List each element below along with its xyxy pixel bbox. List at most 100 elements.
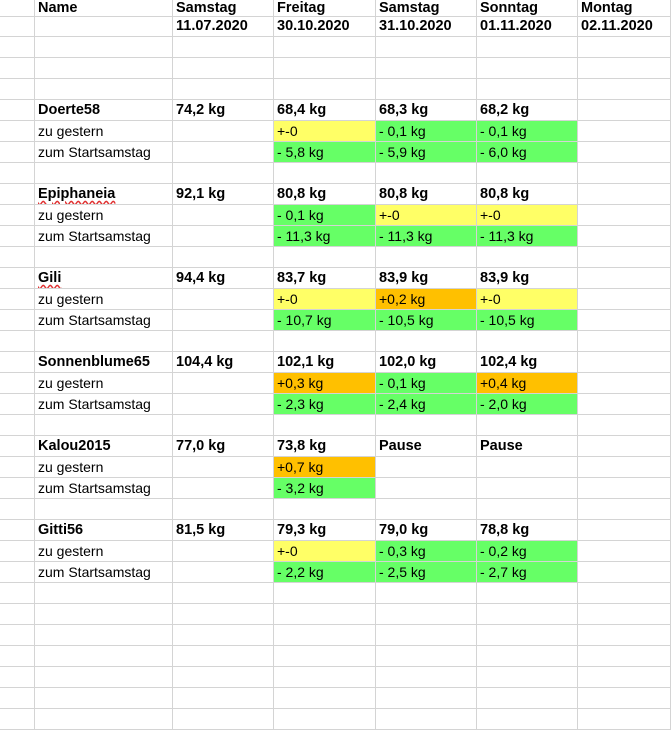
empty-cell[interactable] xyxy=(173,541,274,562)
empty-cell[interactable] xyxy=(376,499,477,520)
empty-cell[interactable] xyxy=(173,394,274,415)
row-gutter-cell[interactable] xyxy=(0,688,35,709)
empty-cell[interactable] xyxy=(173,289,274,310)
empty-cell[interactable] xyxy=(274,331,376,352)
empty-cell[interactable] xyxy=(477,79,578,100)
empty-cell[interactable] xyxy=(578,184,671,205)
empty-cell[interactable] xyxy=(35,625,173,646)
header-date[interactable]: 02.11.2020 xyxy=(578,17,671,37)
empty-cell[interactable] xyxy=(578,352,671,373)
weight-value[interactable]: 83,9 kg xyxy=(376,268,477,289)
empty-cell[interactable] xyxy=(274,688,376,709)
header-date[interactable]: 31.10.2020 xyxy=(376,17,477,37)
diff-yesterday[interactable]: - 0,1 kg xyxy=(477,121,578,142)
start-weight[interactable]: 92,1 kg xyxy=(173,184,274,205)
weight-value[interactable]: 80,8 kg xyxy=(274,184,376,205)
empty-cell[interactable] xyxy=(274,604,376,625)
row-gutter-cell[interactable] xyxy=(0,562,35,583)
empty-cell[interactable] xyxy=(35,247,173,268)
diff-start[interactable]: - 10,5 kg xyxy=(376,310,477,331)
empty-cell[interactable] xyxy=(173,58,274,79)
label-zu-gestern[interactable]: zu gestern xyxy=(35,289,173,310)
row-gutter-cell[interactable] xyxy=(0,499,35,520)
empty-cell[interactable] xyxy=(376,625,477,646)
diff-start[interactable]: - 2,5 kg xyxy=(376,562,477,583)
empty-cell[interactable] xyxy=(578,583,671,604)
diff-yesterday[interactable]: - 0,1 kg xyxy=(274,205,376,226)
empty-cell[interactable] xyxy=(35,583,173,604)
diff-yesterday[interactable]: +0,2 kg xyxy=(376,289,477,310)
diff-start[interactable]: - 2,4 kg xyxy=(376,394,477,415)
empty-cell[interactable] xyxy=(274,79,376,100)
row-gutter-cell[interactable] xyxy=(0,583,35,604)
row-gutter-cell[interactable] xyxy=(0,625,35,646)
empty-cell[interactable] xyxy=(477,667,578,688)
empty-cell[interactable] xyxy=(578,541,671,562)
diff-yesterday[interactable]: - 0,3 kg xyxy=(376,541,477,562)
label-zu-gestern[interactable]: zu gestern xyxy=(35,121,173,142)
label-zum-startsamstag[interactable]: zum Startsamstag xyxy=(35,142,173,163)
empty-cell[interactable] xyxy=(578,373,671,394)
row-gutter-cell[interactable] xyxy=(0,0,35,17)
empty-cell[interactable] xyxy=(35,163,173,184)
diff-yesterday[interactable] xyxy=(376,457,477,478)
row-gutter-cell[interactable] xyxy=(0,373,35,394)
weight-value[interactable]: 68,2 kg xyxy=(477,100,578,121)
row-gutter-cell[interactable] xyxy=(0,667,35,688)
header-day[interactable]: Sonntag xyxy=(477,0,578,17)
row-gutter-cell[interactable] xyxy=(0,520,35,541)
empty-cell[interactable] xyxy=(477,709,578,730)
empty-cell[interactable] xyxy=(578,520,671,541)
empty-cell[interactable] xyxy=(274,646,376,667)
empty-cell[interactable] xyxy=(578,478,671,499)
person-name[interactable]: Gili xyxy=(35,268,173,289)
empty-cell[interactable] xyxy=(578,58,671,79)
header-date[interactable]: 01.11.2020 xyxy=(477,17,578,37)
label-zu-gestern[interactable]: zu gestern xyxy=(35,457,173,478)
empty-cell[interactable] xyxy=(578,415,671,436)
person-name[interactable]: Gitti56 xyxy=(35,520,173,541)
empty-cell[interactable] xyxy=(477,37,578,58)
row-gutter-cell[interactable] xyxy=(0,121,35,142)
row-gutter-cell[interactable] xyxy=(0,268,35,289)
diff-start[interactable] xyxy=(477,478,578,499)
empty-cell[interactable] xyxy=(578,100,671,121)
empty-cell[interactable] xyxy=(578,205,671,226)
diff-start[interactable]: - 2,2 kg xyxy=(274,562,376,583)
empty-cell[interactable] xyxy=(274,37,376,58)
row-gutter-cell[interactable] xyxy=(0,17,35,37)
empty-cell[interactable] xyxy=(35,58,173,79)
empty-cell[interactable] xyxy=(173,478,274,499)
diff-yesterday[interactable]: - 0,1 kg xyxy=(376,373,477,394)
empty-cell[interactable] xyxy=(173,79,274,100)
header-day[interactable]: Montag xyxy=(578,0,671,17)
empty-cell[interactable] xyxy=(35,331,173,352)
diff-start[interactable] xyxy=(376,478,477,499)
empty-cell[interactable] xyxy=(376,604,477,625)
empty-cell[interactable] xyxy=(173,142,274,163)
empty-cell[interactable] xyxy=(578,268,671,289)
header-name[interactable]: Name xyxy=(35,0,173,17)
row-gutter-cell[interactable] xyxy=(0,604,35,625)
empty-cell[interactable] xyxy=(477,499,578,520)
empty-cell[interactable] xyxy=(376,415,477,436)
row-gutter-cell[interactable] xyxy=(0,436,35,457)
weight-value[interactable]: 102,0 kg xyxy=(376,352,477,373)
start-weight[interactable]: 104,4 kg xyxy=(173,352,274,373)
label-zum-startsamstag[interactable]: zum Startsamstag xyxy=(35,478,173,499)
diff-yesterday[interactable]: +0,4 kg xyxy=(477,373,578,394)
row-gutter-cell[interactable] xyxy=(0,289,35,310)
empty-cell[interactable] xyxy=(173,331,274,352)
header-day[interactable]: Freitag xyxy=(274,0,376,17)
start-weight[interactable]: 81,5 kg xyxy=(173,520,274,541)
empty-cell[interactable] xyxy=(578,562,671,583)
row-gutter-cell[interactable] xyxy=(0,58,35,79)
diff-yesterday[interactable]: +-0 xyxy=(477,205,578,226)
diff-yesterday[interactable]: +-0 xyxy=(477,289,578,310)
empty-cell[interactable] xyxy=(173,583,274,604)
start-weight[interactable]: 74,2 kg xyxy=(173,100,274,121)
empty-cell[interactable] xyxy=(578,163,671,184)
start-weight[interactable]: 77,0 kg xyxy=(173,436,274,457)
row-gutter-cell[interactable] xyxy=(0,37,35,58)
empty-cell[interactable] xyxy=(173,499,274,520)
